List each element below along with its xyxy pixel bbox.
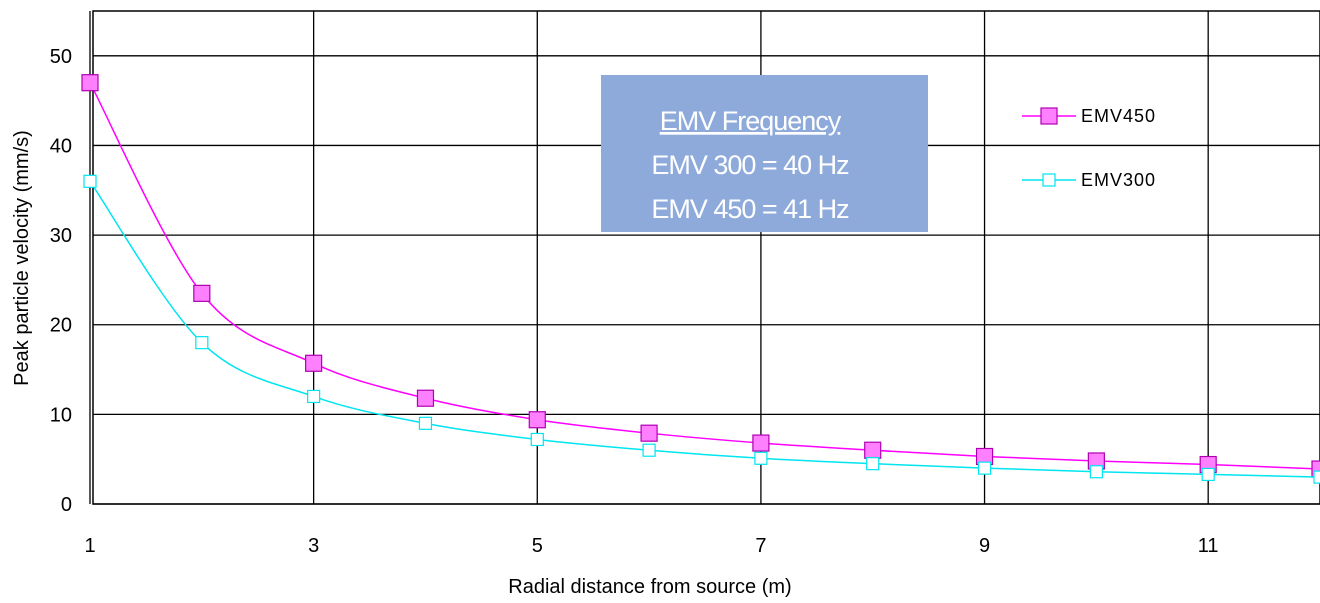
data-point-emv450-12	[1311, 460, 1320, 478]
data-point-emv450-3	[305, 354, 323, 372]
tick-labels: 0 10 20 30 40 50 1 3 5 7 9 11	[50, 46, 1219, 557]
x-tick-label: 1	[84, 535, 95, 557]
y-tick-label: 50	[50, 46, 72, 68]
data-point-emv300-1	[83, 174, 97, 188]
data-point-emv300-10	[1089, 465, 1103, 479]
y-tick-label: 20	[50, 315, 72, 337]
data-point-emv300-11	[1201, 467, 1215, 482]
y-axis-title: Peak particle velocity (mm/s)	[11, 130, 33, 386]
data-point-emv300-6	[642, 443, 656, 457]
data-point-emv450-1	[81, 74, 99, 92]
x-axis-title: Radial distance from source (m)	[508, 576, 791, 598]
data-point-emv450-5	[528, 411, 546, 429]
x-tick-label: 11	[1198, 535, 1219, 557]
series-emv450	[81, 74, 1320, 478]
x-tick-label: 7	[755, 535, 766, 557]
x-tick-label: 5	[532, 535, 543, 557]
annotation-line-emv450: EMV 450 = 41 Hz	[651, 194, 849, 224]
legend-marker-emv300	[1042, 173, 1056, 187]
y-tick-label: 10	[50, 404, 72, 426]
data-point-emv300-9	[977, 461, 992, 475]
plot-frame	[92, 10, 1320, 505]
data-point-emv300-8	[866, 457, 880, 471]
y-tick-label: 40	[50, 135, 72, 157]
legend-label-emv450: EMV450	[1081, 106, 1156, 126]
data-point-emv450-4	[416, 389, 435, 407]
y-tick-label: 30	[50, 225, 72, 247]
x-tick-label: 9	[979, 535, 990, 557]
data-point-emv450-2	[193, 284, 211, 302]
data-point-emv450-6	[640, 424, 658, 442]
annotation-line-emv300: EMV 300 = 40 Hz	[651, 150, 849, 180]
legend-label-emv300: EMV300	[1081, 170, 1156, 190]
data-point-emv300-7	[754, 451, 768, 465]
data-point-emv300-4	[418, 416, 433, 430]
data-point-emv300-3	[307, 389, 321, 404]
frequency-annotation: EMV Frequency EMV 300 = 40 Hz EMV 450 = …	[601, 75, 928, 232]
annotation-heading: EMV Frequency	[660, 106, 842, 136]
data-point-emv300-12	[1313, 470, 1320, 484]
legend: EMV450 EMV300	[1022, 106, 1156, 190]
annotation-box	[601, 75, 928, 232]
legend-marker-emv450	[1040, 107, 1058, 125]
series-emv300	[83, 174, 1320, 484]
data-point-emv450-8	[864, 441, 882, 459]
y-tick-label: 0	[61, 494, 72, 516]
x-tick-label: 3	[308, 535, 319, 557]
data-point-emv450-7	[752, 434, 770, 452]
series-layer	[81, 74, 1320, 484]
data-point-emv300-2	[195, 336, 209, 350]
data-point-emv300-5	[530, 432, 544, 447]
